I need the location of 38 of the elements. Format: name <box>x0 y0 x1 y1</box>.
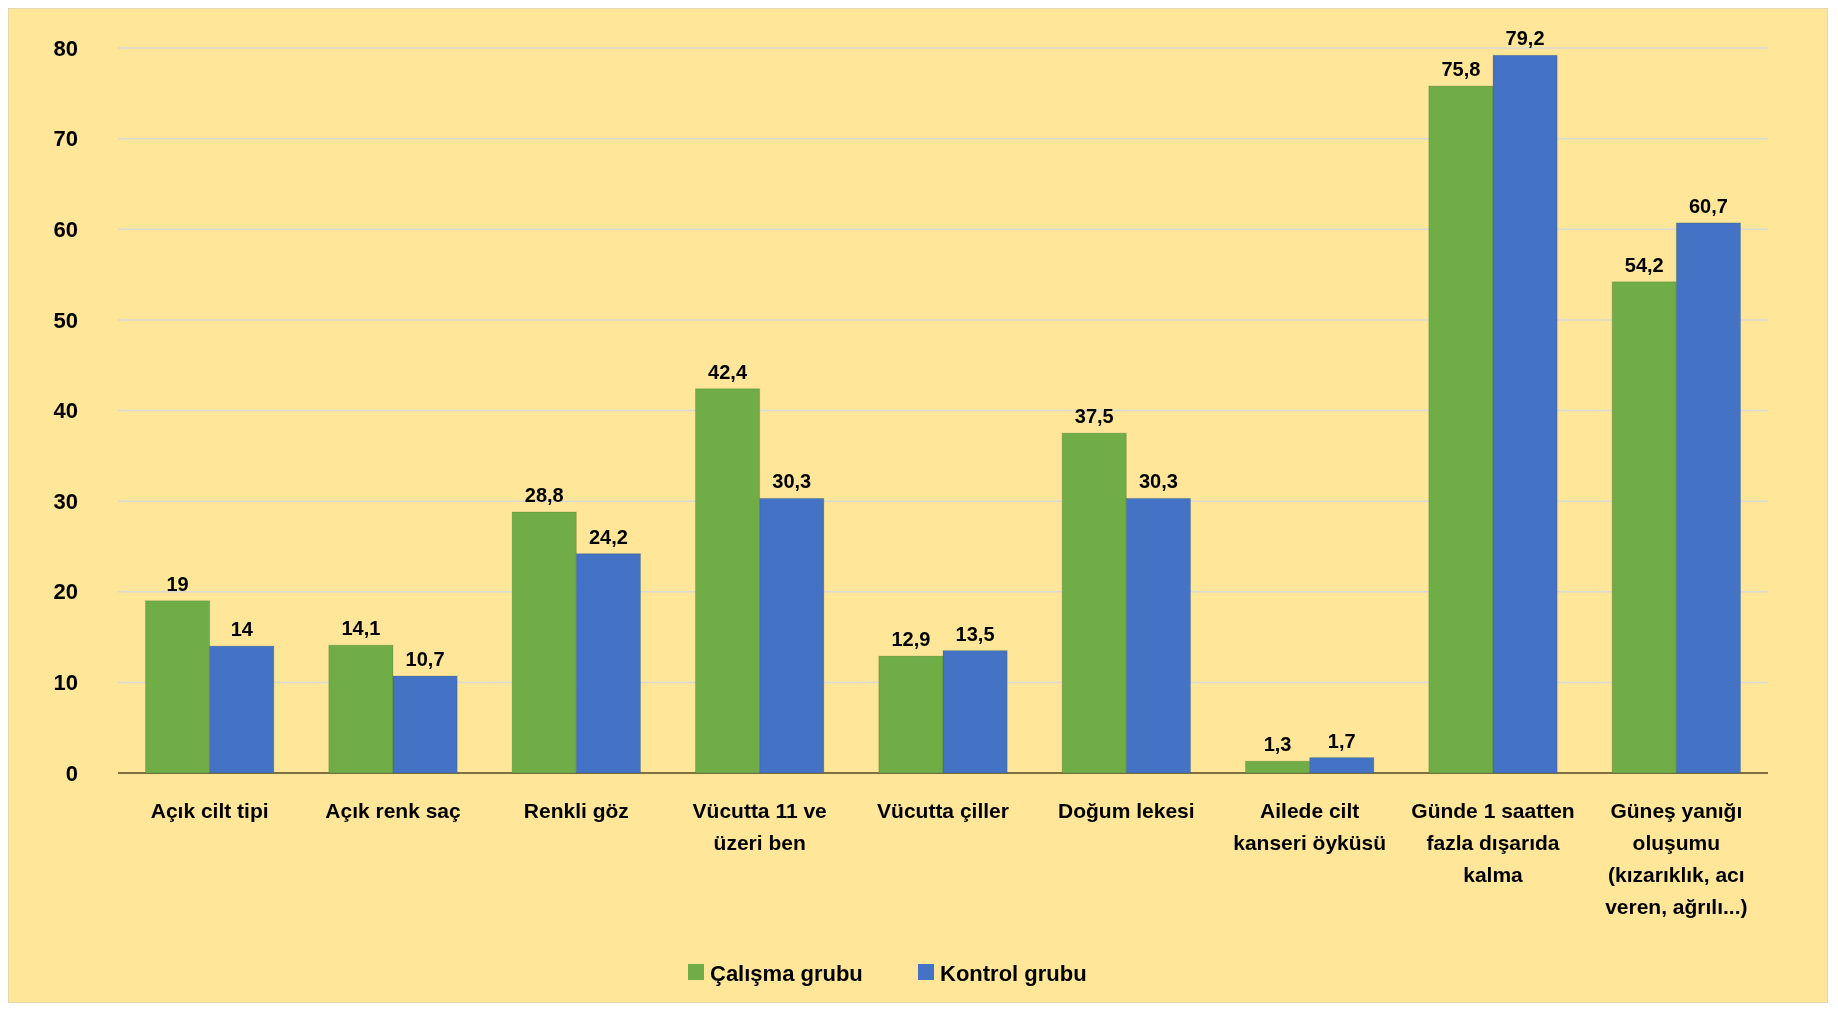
data-label: 54,2 <box>1624 253 1664 276</box>
data-label: 30,3 <box>1138 470 1178 493</box>
data-label: 79,2 <box>1505 27 1545 50</box>
x-tick-label: Açık cilt tipi <box>150 799 269 822</box>
data-label: 1,3 <box>1263 733 1292 756</box>
x-tick-label: Günde 1 saatten fazla dışarıda kalma <box>1411 799 1575 886</box>
y-tick-label: 70 <box>53 126 78 152</box>
data-label: 13,5 <box>955 622 995 645</box>
y-tick-label: 20 <box>53 579 78 605</box>
data-label: 12,9 <box>891 628 931 651</box>
y-tick-label: 30 <box>53 488 78 514</box>
x-tick-label: Açık renk saç <box>325 799 462 822</box>
data-label: 19 <box>166 572 189 595</box>
data-label: 42,4 <box>708 360 748 383</box>
data-label: 60,7 <box>1688 194 1728 217</box>
x-tick-label: Güneş yanığı oluşumu (kızarıklık, acı veren, ağrılı...) <box>1605 799 1748 918</box>
data-label: 30,3 <box>772 470 812 493</box>
data-label: 28,8 <box>524 484 564 506</box>
x-tick-label: Doğum lekesi <box>1058 799 1195 822</box>
x-tick-label: Vücutta çiller <box>877 799 1009 822</box>
y-tick-label: 0 <box>65 760 78 786</box>
data-label: 14 <box>230 618 254 641</box>
y-tick-label: 60 <box>53 216 78 242</box>
data-label: 10,7 <box>405 648 445 671</box>
data-label: 75,8 <box>1441 58 1481 81</box>
x-tick-label: Vücutta 11 ve üzeri ben <box>692 799 827 854</box>
y-tick-label: 40 <box>53 398 78 424</box>
data-label: 1,7 <box>1327 729 1356 752</box>
data-label: 14,1 <box>341 617 381 640</box>
x-tick-label: Renkli göz <box>523 799 629 822</box>
y-tick-label: 50 <box>53 307 78 333</box>
data-label: 24,2 <box>588 525 628 548</box>
x-tick-label: Ailede cilt kanseri öyküsü <box>1233 799 1387 854</box>
legend-label: Çalışma grubu <box>710 960 863 986</box>
y-tick-label: 80 <box>53 35 78 61</box>
data-label: 37,5 <box>1074 405 1114 428</box>
legend-label: Kontrol grubu <box>940 960 1087 986</box>
y-tick-label: 10 <box>53 670 78 696</box>
